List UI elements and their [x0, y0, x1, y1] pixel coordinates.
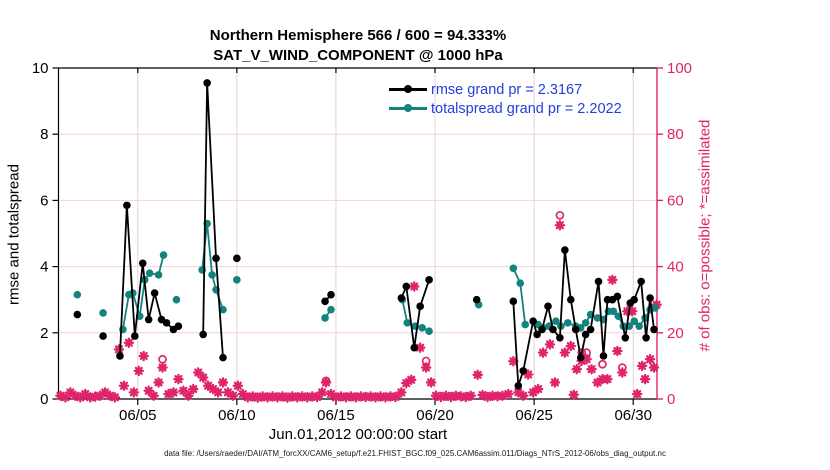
possible-series — [158, 210, 627, 386]
legend-label-totalspread: totalspread grand pr = 2.2022 — [431, 100, 622, 117]
x-tick-label: 06/20 — [416, 407, 454, 424]
y-right-tick-label: 0 — [667, 391, 675, 408]
y-left-tick-label: 0 — [40, 391, 48, 408]
y-left-tick-label: 6 — [40, 192, 48, 209]
x-tick-label: 06/05 — [119, 407, 157, 424]
x-tick-label: 06/30 — [614, 407, 652, 424]
rmse-dot-icon — [404, 85, 412, 94]
y-axis-label-left: rmse and totalspread — [5, 164, 23, 305]
y-right-tick-label: 40 — [667, 259, 684, 276]
rmse-series — [73, 79, 658, 390]
y-left-tick-label: 2 — [40, 325, 48, 342]
x-tick-label: 06/15 — [317, 407, 355, 424]
x-axis-label: Jun.01,2012 00:00:00 start — [268, 426, 448, 443]
y-axis-label-right: # of obs: o=possible; *=assimilated — [696, 119, 714, 352]
legend-label-rmse: rmse grand pr = 2.3167 — [431, 81, 583, 98]
y-left-tick-label: 8 — [40, 126, 48, 143]
totalspread-dot-icon — [404, 104, 412, 113]
y-left-tick-label: 4 — [40, 259, 48, 276]
legend-item-rmse: rmse grand pr = 2.3167 — [389, 80, 622, 99]
y-right-tick-label: 60 — [667, 192, 684, 209]
y-right-tick-label: 20 — [667, 325, 684, 342]
y-right-tick-label: 100 — [667, 60, 692, 77]
axis-ticks-and-labels: 06/05 06/10 06/15 06/20 06/25 06/300246810020… — [32, 60, 692, 424]
y-right-tick-label: 80 — [667, 126, 684, 143]
legend: rmse grand pr = 2.3167 totalspread grand… — [389, 80, 622, 118]
datafile-path: data file: /Users/raeder/DAI/ATM_forcXX/… — [164, 449, 666, 458]
grid-lines — [58, 68, 657, 399]
axes — [57, 67, 658, 400]
rmse-line-marker-icon — [389, 85, 427, 94]
plot-title: Northern Hemisphere 566 / 600 = 94.333% — [209, 27, 507, 44]
x-tick-label: 06/25 — [515, 407, 553, 424]
y-left-tick-label: 10 — [32, 60, 49, 77]
plot-subtitle: SAT_V_WIND_COMPONENT @ 1000 hPa — [213, 47, 503, 64]
x-tick-label: 06/10 — [218, 407, 256, 424]
assimilated-series — [55, 219, 662, 403]
legend-item-totalspread: totalspread grand pr = 2.2022 — [389, 99, 622, 118]
totalspread-line-marker-icon — [389, 104, 427, 113]
